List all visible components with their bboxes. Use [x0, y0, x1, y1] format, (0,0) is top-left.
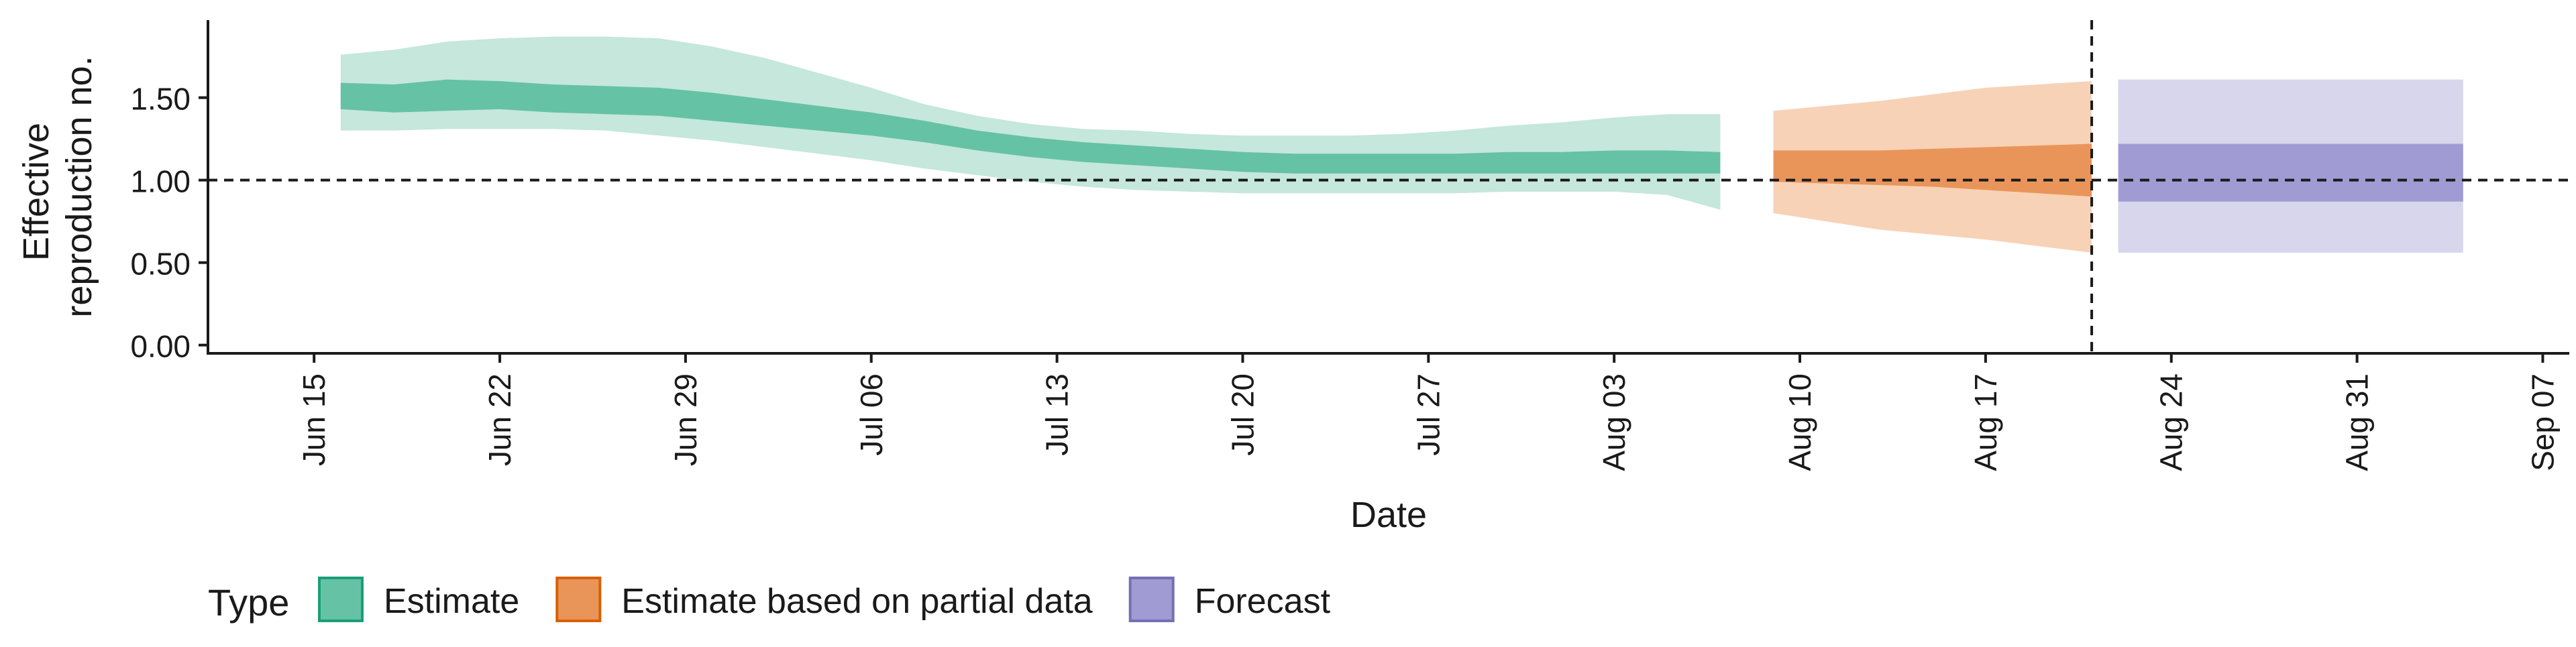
estimate-band-90	[340, 36, 1721, 210]
x-tick-label: Aug 03	[1597, 373, 1631, 471]
forecast-band-50	[2118, 143, 2463, 202]
estimate-band-50	[340, 79, 1721, 174]
legend-item-estimate-based-on-partial-data: Estimate based on partial data	[555, 577, 1093, 622]
x-tick-label: Aug 24	[2154, 373, 2189, 471]
legend-key-estimate-based-on-partial-data	[555, 577, 602, 622]
band-layer	[340, 36, 2463, 253]
x-tick-label: Jul 13	[1040, 373, 1075, 456]
x-tick-label: Aug 31	[2340, 373, 2375, 471]
y-axis-title-line-1: Effective	[16, 123, 56, 261]
legend-item-estimate: Estimate	[318, 577, 519, 622]
legend: Type Estimate Estimate based on partial d…	[208, 577, 1331, 624]
x-ticks: Jun 15 Jun 22 Jun 29 Jul 06 Jul 13 Jul 20 Jul …	[297, 353, 2560, 471]
y-tick-label: 1.00	[130, 164, 191, 199]
reference-lines	[208, 20, 2569, 353]
x-tick-label: Aug 17	[1968, 373, 2003, 471]
y-tick-label: 1.50	[130, 82, 191, 117]
estimate-based-on-partial-data-band-50	[1773, 143, 2092, 197]
legend-label-estimate-based-on-partial-data: Estimate based on partial data	[621, 582, 1093, 621]
y-axis-title: Effective reproduction no.	[16, 56, 99, 317]
y-axis-title-line-2: reproduction no.	[59, 56, 99, 317]
x-axis-title: Date	[1350, 495, 1427, 535]
x-tick-label: Sep 07	[2525, 373, 2560, 471]
legend-label-estimate: Estimate	[384, 582, 519, 621]
x-tick-label: Jul 27	[1411, 373, 1446, 456]
y-tick-label: 0.50	[130, 247, 191, 282]
axes: 0.00 0.50 1.00 1.50 Jun 15 Jun 22 Jun 29 Jul 0…	[130, 20, 2569, 471]
y-ticks: 0.00 0.50 1.00 1.50	[130, 82, 208, 364]
y-tick-label: 0.00	[130, 329, 191, 364]
x-tick-label: Jun 29	[668, 373, 703, 466]
legend-item-forecast: Forecast	[1128, 577, 1331, 622]
x-tick-label: Jun 15	[297, 373, 331, 466]
legend-key-forecast	[1128, 577, 1175, 622]
legend-title: Type	[208, 581, 289, 624]
legend-label-forecast: Forecast	[1195, 582, 1331, 621]
x-tick-label: Jul 20	[1226, 373, 1260, 456]
x-tick-label: Jun 22	[482, 373, 517, 466]
legend-key-estimate	[318, 577, 364, 622]
x-tick-label: Jul 06	[854, 373, 889, 456]
x-tick-label: Aug 10	[1782, 373, 1817, 471]
